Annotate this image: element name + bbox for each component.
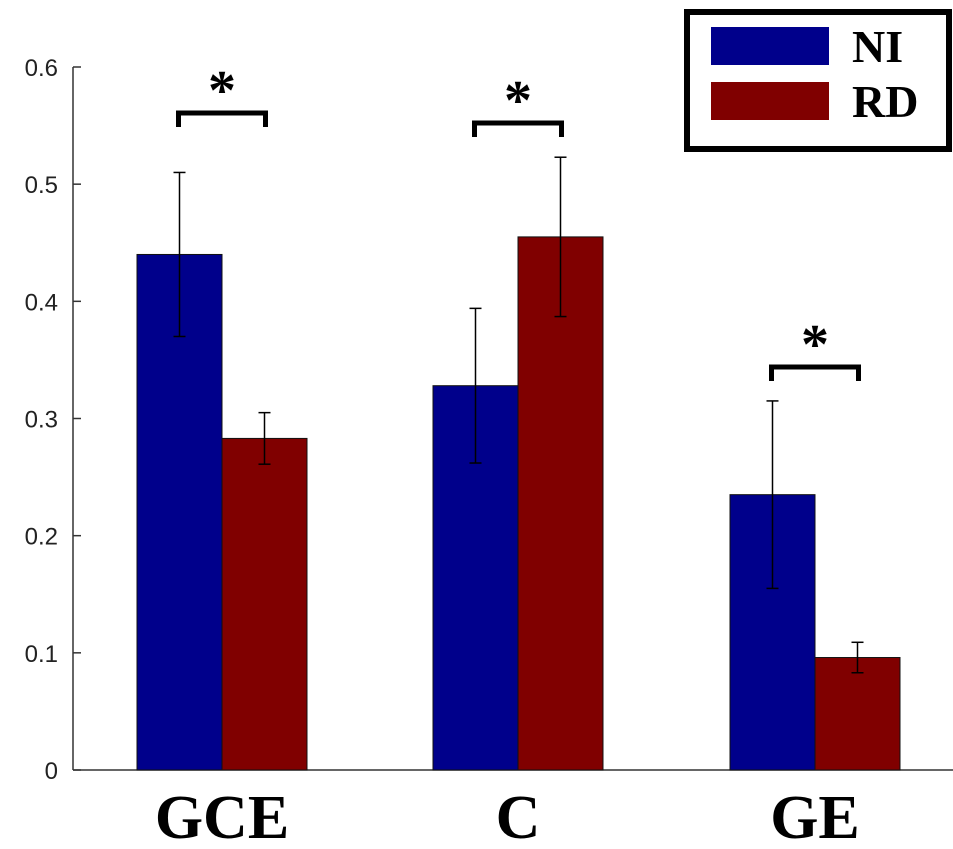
y-tick-label: 0.5: [25, 172, 58, 199]
error-bar-rd-c: [554, 156, 567, 318]
y-tick-label: 0.2: [25, 524, 58, 551]
bracket-line: [472, 120, 564, 137]
bars: [136, 236, 901, 771]
error-bar-rd-gce: [258, 411, 271, 465]
significance-markers: * * *: [176, 60, 861, 381]
significance-bracket-ge: *: [769, 314, 861, 381]
significance-star: *: [504, 70, 532, 132]
legend-label-ni: NI: [852, 21, 903, 72]
legend-swatch-rd: [711, 82, 829, 120]
x-category-label: C: [496, 784, 541, 849]
bracket-line: [176, 110, 268, 127]
axes: 0 0.1 0.2 0.3 0.4 0.5 0.6 GCE C GE: [25, 55, 953, 849]
y-tick-label: 0.3: [25, 407, 58, 434]
bar-rd-gce: [221, 437, 308, 771]
x-category-label: GE: [770, 784, 860, 849]
error-bar-ni-gce: [173, 171, 186, 338]
y-tick-label: 0: [45, 758, 58, 785]
legend-label-rd: RD: [852, 76, 918, 127]
significance-bracket-gce: *: [176, 60, 268, 127]
y-tick-label: 0.1: [25, 641, 58, 668]
error-bar-ni-ge: [766, 400, 779, 590]
y-tick-label: 0.6: [25, 55, 58, 82]
significance-star: *: [208, 60, 236, 122]
error-bar-rd-ge: [851, 641, 864, 674]
error-bars: [173, 156, 864, 674]
error-bar-ni-c: [469, 307, 482, 464]
x-category-label: GCE: [155, 784, 289, 849]
bar-rd-c: [517, 236, 604, 771]
bar-rd-ge: [814, 657, 901, 771]
bar-ni-gce: [136, 253, 223, 771]
legend-swatch-ni: [711, 27, 829, 65]
significance-bracket-c: *: [472, 70, 564, 137]
bracket-line: [769, 364, 861, 381]
y-tick-label: 0.4: [25, 289, 58, 316]
significance-star: *: [801, 314, 829, 376]
